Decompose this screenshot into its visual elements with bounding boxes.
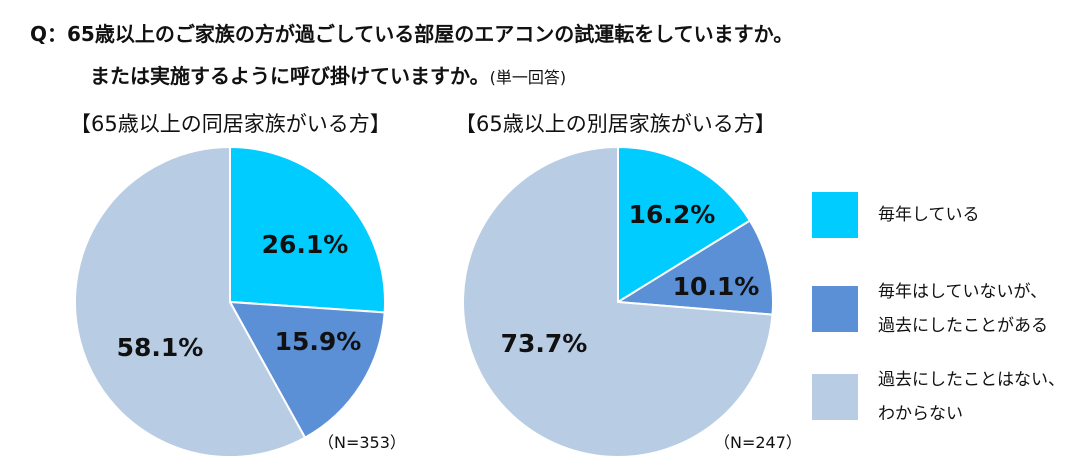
legend-label-not-every-year: 毎年はしていないが、 過去にしたことがある	[878, 282, 1048, 336]
question-line-1: Q：65歳以上のご家族の方が過ごしている部屋のエアコンの試運転をしていますか。	[30, 22, 794, 46]
pie-separate-label-never: 73.7%	[501, 329, 588, 358]
pie-separate-slice-never	[462, 145, 774, 458]
question-line-2: または実施するように呼び掛けていますか。(単一回答)	[90, 60, 566, 89]
legend-swatch-never	[812, 374, 858, 420]
pie-cohabiting-sample-size: （N=353）	[318, 433, 406, 452]
pie-separate-label-not-every-year: 10.1%	[673, 272, 760, 301]
pie-cohabiting-slice-never	[74, 145, 307, 458]
legend-label-never: 過去にしたことはない、 わからない	[878, 370, 1065, 424]
answer-type-note: (単一回答)	[489, 68, 567, 87]
legend-item-never: 過去にしたことはない、 わからない	[812, 363, 1065, 431]
pie-left-title: 【65歳以上の同居家族がいる方】	[70, 112, 391, 136]
pie-separate-label-every-year: 16.2%	[629, 200, 716, 229]
pie-cohabiting-slice-not-every-year	[228, 300, 386, 439]
legend-swatch-not-every-year	[812, 286, 858, 332]
legend-item-not-every-year: 毎年はしていないが、 過去にしたことがある	[812, 275, 1048, 343]
pie-cohabiting-label-never: 58.1%	[117, 333, 204, 362]
pie-separate-slice-every-year	[617, 145, 752, 304]
legend-label-every-year: 毎年している	[878, 205, 980, 225]
pie-separate-sample-size: （N=247）	[714, 433, 802, 452]
pie-cohabiting-label-not-every-year: 15.9%	[275, 327, 362, 356]
legend-item-every-year: 毎年している	[812, 192, 980, 238]
pie-cohabiting-label-every-year: 26.1%	[262, 230, 349, 259]
pie-separate-slice-not-every-year	[614, 219, 774, 316]
legend-swatch-every-year	[812, 192, 858, 238]
pie-chart-cohabiting: 26.1% 15.9% 58.1% （N=353）	[74, 145, 406, 458]
pie-chart-separate: 16.2% 10.1% 73.7% （N=247）	[462, 145, 802, 458]
pie-right-title: 【65歳以上の別居家族がいる方】	[455, 112, 776, 136]
question-line-2-text: または実施するように呼び掛けていますか。	[90, 64, 490, 88]
pie-cohabiting-slice-every-year	[229, 145, 387, 314]
